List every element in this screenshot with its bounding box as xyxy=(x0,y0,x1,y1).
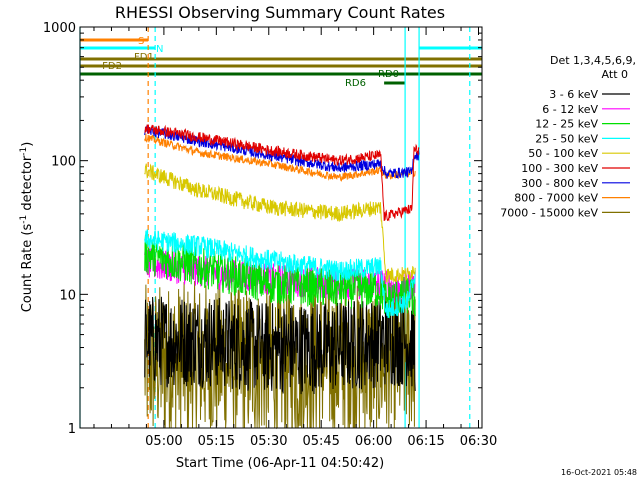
series-50-100-kev xyxy=(144,163,416,283)
y-axis-label: Count Rate (s-1 detector-1) xyxy=(19,142,35,313)
y-axis-label-main: Count Rate (s xyxy=(20,224,35,313)
chart-title: RHESSI Observing Summary Count Rates xyxy=(115,3,445,22)
series-3-6-kev xyxy=(144,296,416,395)
flag-label-rd0: RD0 xyxy=(378,69,399,80)
x-tick-label: 05:30 xyxy=(250,434,287,449)
legend-label-12-25-kev: 12 - 25 keV xyxy=(535,118,598,131)
x-tick-label: 06:15 xyxy=(407,434,444,449)
x-tick-label: 06:30 xyxy=(460,434,497,449)
x-tick-label: 05:15 xyxy=(198,434,235,449)
x-axis-label: Start Time (06-Apr-11 04:50:42) xyxy=(176,456,384,471)
y-axis-ticks: 1 10 100 1000 xyxy=(43,21,482,437)
series-800-7000-kev xyxy=(144,133,416,182)
flag-label-fd2: FD2 xyxy=(102,61,122,72)
series-300-800-kev xyxy=(144,125,420,180)
y-tick-label: 1000 xyxy=(43,21,76,36)
y-tick-label: 10 xyxy=(59,288,76,303)
y-tick-label: 1 xyxy=(68,422,76,437)
legend: Det 1,3,4,5,6,9, Att 0 3 - 6 keV 6 - 12 k… xyxy=(500,54,636,219)
y-axis-label-exp2: -1 xyxy=(19,147,29,156)
legend-label-3-6-kev: 3 - 6 keV xyxy=(549,88,598,101)
legend-label-800-7000-kev: 800 - 7000 keV xyxy=(514,192,598,205)
plot-frame xyxy=(79,26,483,429)
flag-label-n: N xyxy=(156,44,163,55)
legend-header-attenuator: Att 0 xyxy=(602,68,628,81)
x-tick-label: 05:45 xyxy=(302,434,339,449)
series-12-25-kev xyxy=(144,234,416,319)
series-lines xyxy=(144,124,420,430)
x-tick-label: 06:00 xyxy=(355,434,392,449)
legend-label-100-300-kev: 100 - 300 keV xyxy=(521,162,598,175)
x-tick-label: 05:00 xyxy=(145,434,182,449)
y-tick-label: 100 xyxy=(51,155,76,170)
y-axis-label-mid: detector xyxy=(20,155,35,215)
series-100-300-kev xyxy=(144,124,420,222)
y-axis-label-exp1: -1 xyxy=(19,215,29,224)
x-axis-ticks: 05:00 05:15 05:30 05:45 06:00 06:15 06:30 xyxy=(93,27,497,449)
legend-label-6-12-kev: 6 - 12 keV xyxy=(542,103,598,116)
flag-label-s: S xyxy=(138,36,144,47)
y-axis-label-end: ) xyxy=(20,142,35,147)
series-25-50-kev xyxy=(144,229,416,319)
flag-label-fd1: FD1 xyxy=(134,52,154,63)
legend-header-detectors: Det 1,3,4,5,6,9, xyxy=(550,54,636,67)
flag-label-rd6: RD6 xyxy=(345,78,366,89)
footer-date: 16-Oct-2021 05:48 xyxy=(561,468,637,477)
legend-label-25-50-kev: 25 - 50 keV xyxy=(535,132,598,145)
legend-label-7000-15000-kev: 7000 - 15000 keV xyxy=(500,206,598,219)
legend-label-50-100-kev: 50 - 100 keV xyxy=(528,147,598,160)
legend-label-300-800-kev: 300 - 800 keV xyxy=(521,177,598,190)
